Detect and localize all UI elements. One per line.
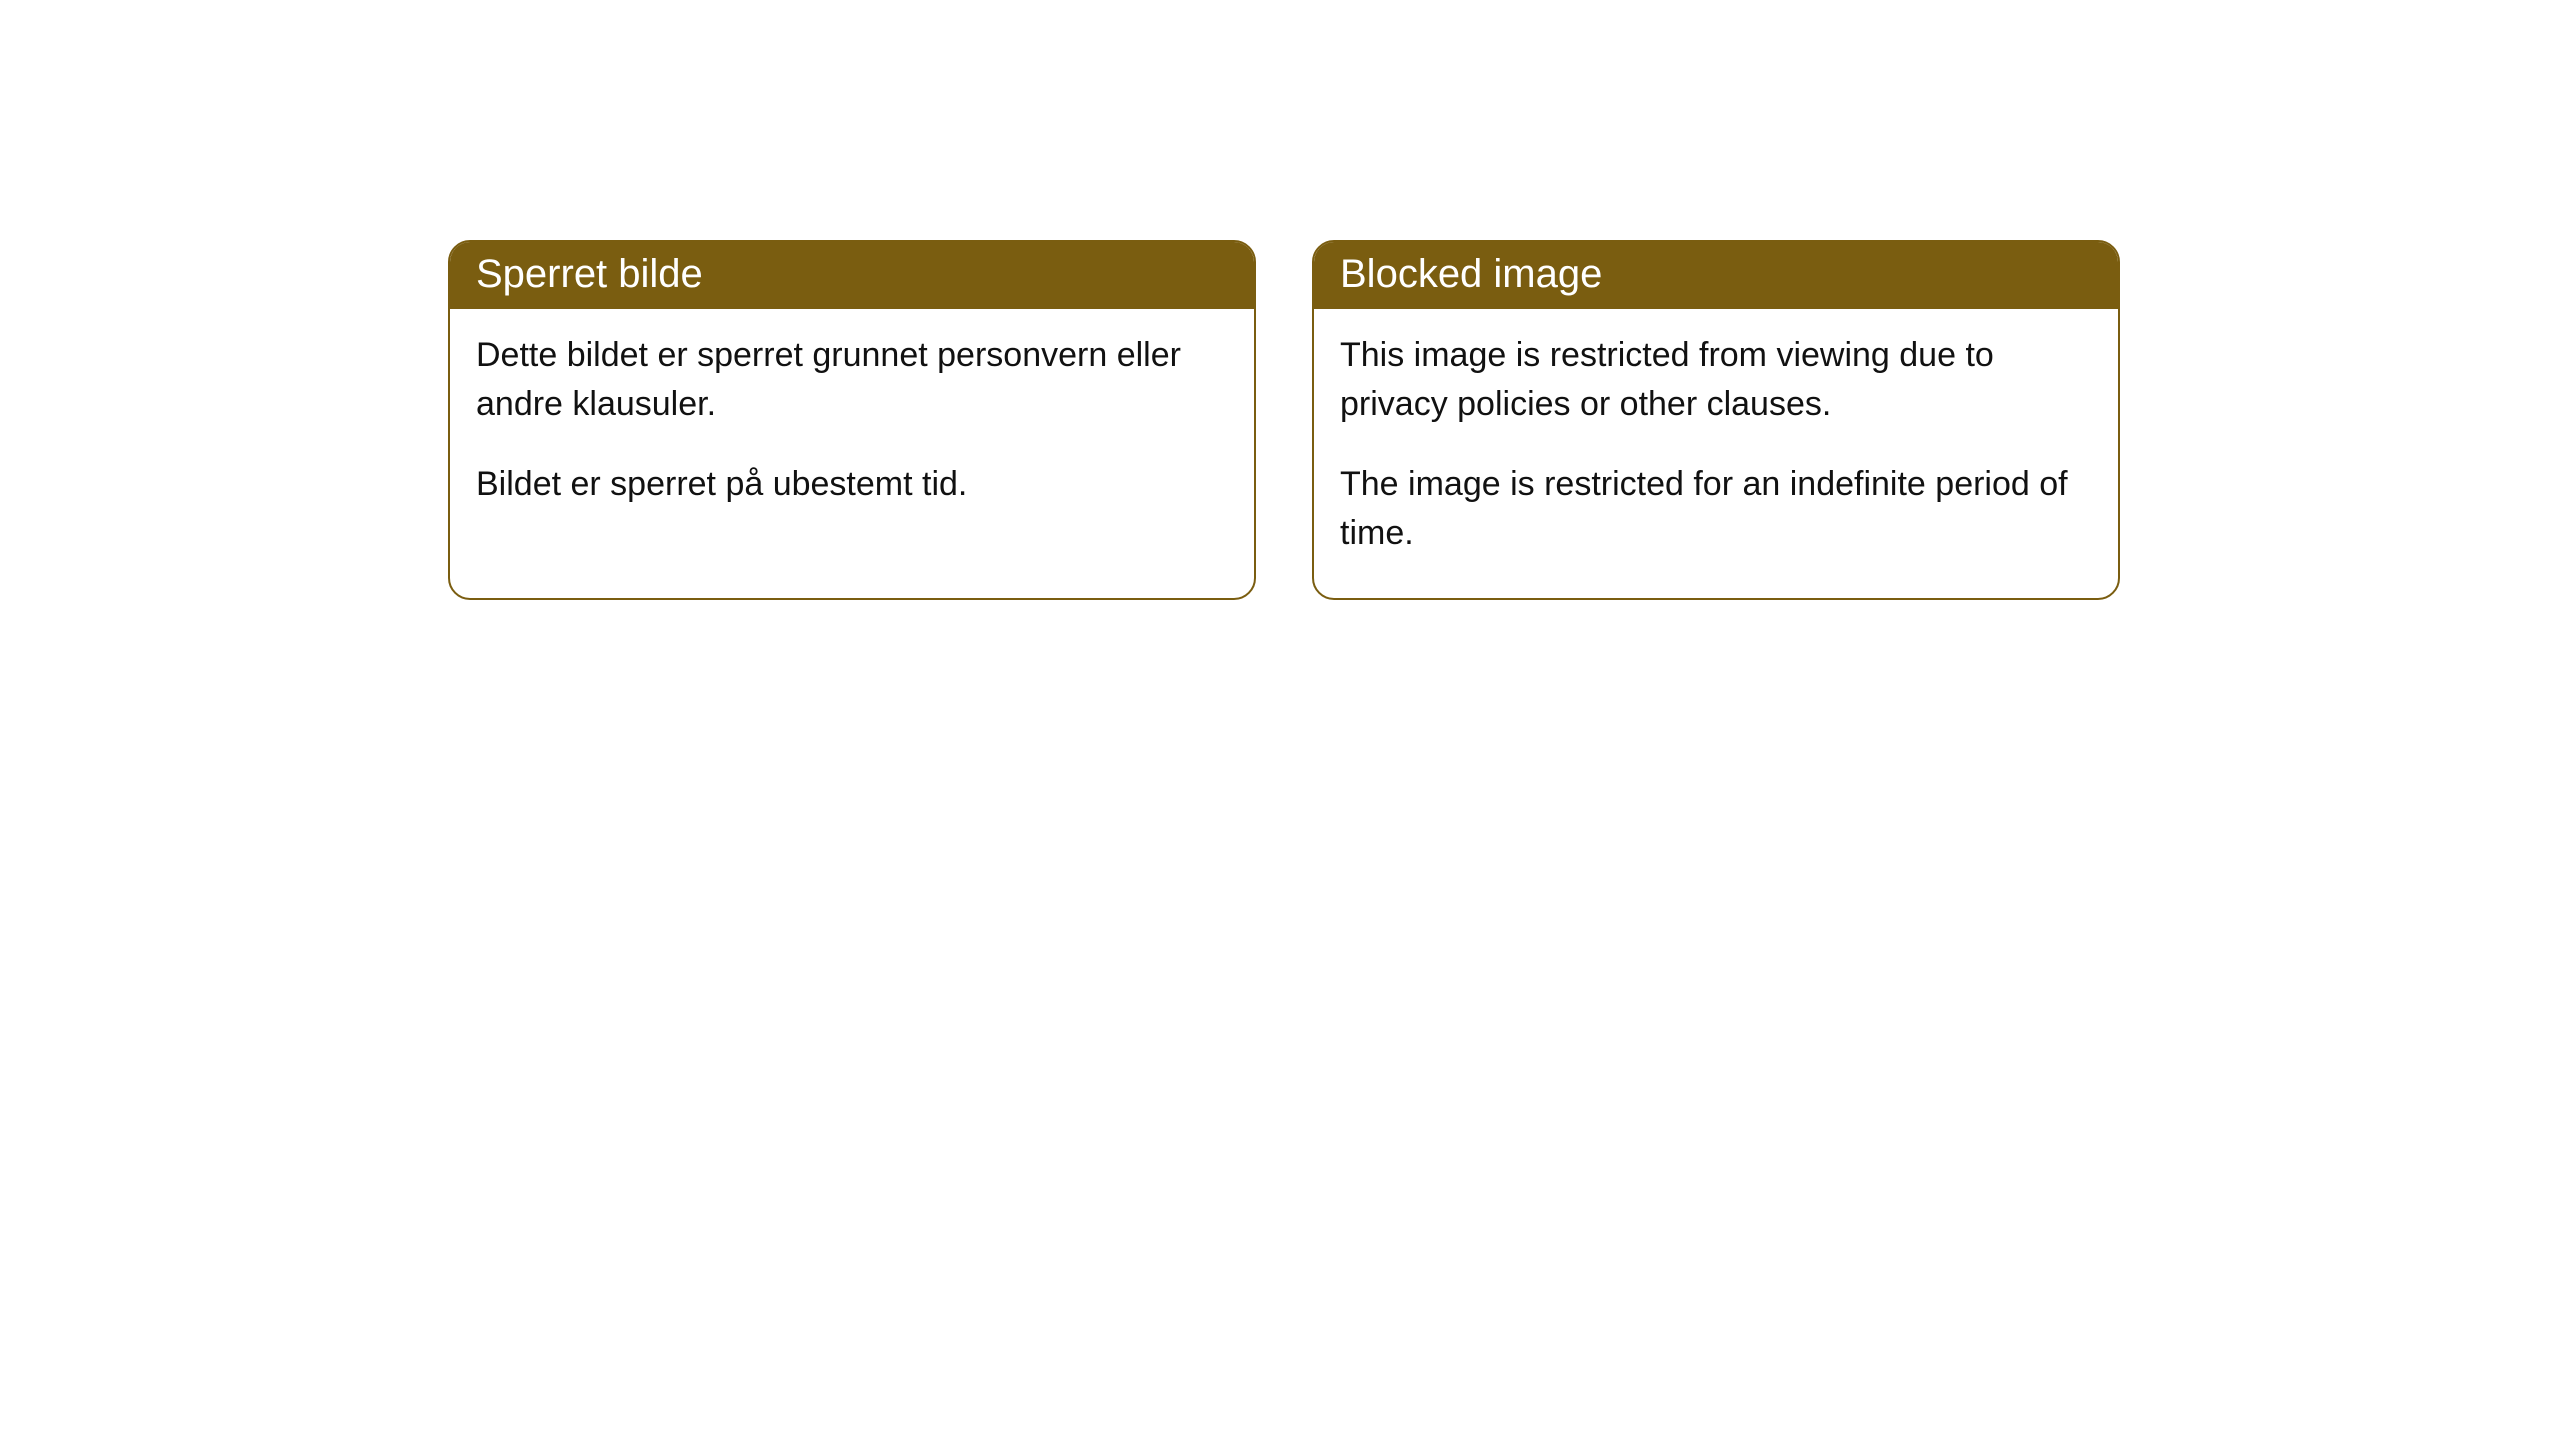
card-body-no: Dette bildet er sperret grunnet personve…	[450, 309, 1254, 549]
card-paragraph-en-1: This image is restricted from viewing du…	[1340, 331, 2092, 430]
blocked-image-card-en: Blocked image This image is restricted f…	[1312, 240, 2120, 600]
blocked-image-card-no: Sperret bilde Dette bildet er sperret gr…	[448, 240, 1256, 600]
card-paragraph-en-2: The image is restricted for an indefinit…	[1340, 460, 2092, 559]
card-header-en: Blocked image	[1314, 242, 2118, 309]
notice-container: Sperret bilde Dette bildet er sperret gr…	[0, 0, 2560, 600]
card-header-no: Sperret bilde	[450, 242, 1254, 309]
card-body-en: This image is restricted from viewing du…	[1314, 309, 2118, 598]
card-paragraph-no-1: Dette bildet er sperret grunnet personve…	[476, 331, 1228, 430]
card-paragraph-no-2: Bildet er sperret på ubestemt tid.	[476, 460, 1228, 509]
